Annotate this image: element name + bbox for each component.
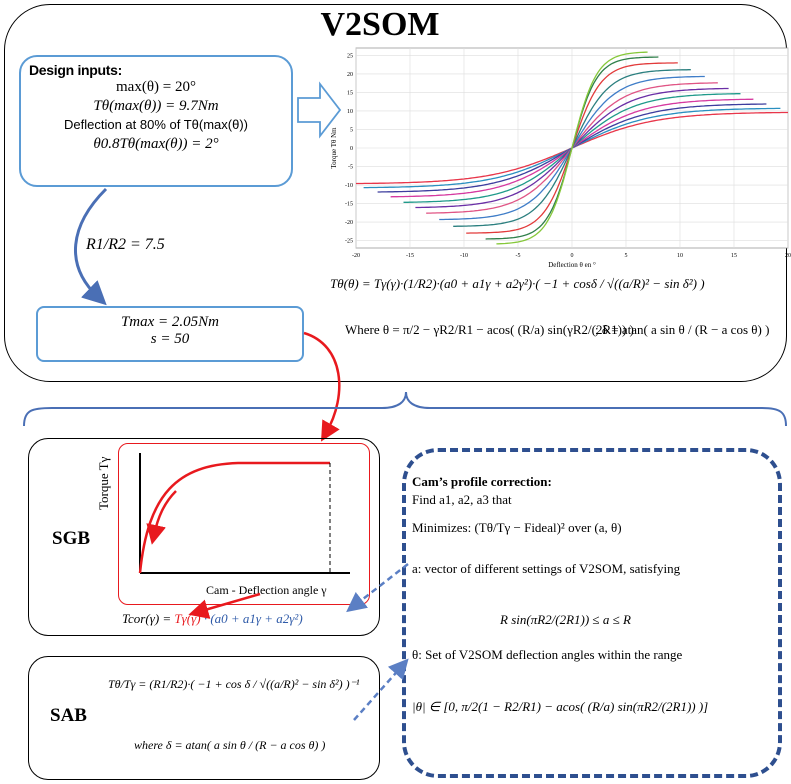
sgb-plot — [138, 453, 350, 574]
cam-title: Cam’s profile correction: — [412, 474, 552, 489]
cam-a-inequality: R sin(πR2/(2R1)) ≤ a ≤ R — [500, 612, 631, 627]
tmax-value: Tmax = 2.05Nm — [120, 314, 220, 330]
torque-chart: -20 -15 -10 -5 0 5 10 15 20 -25 -20 -15 -10 -5 0 5 10 15 2… — [330, 47, 791, 269]
formula-torque: Tθ(θ) = Tγ(γ)·(1/R2)·(a0 + a1γ + a2γ²)·(… — [330, 276, 705, 291]
x-tick-label: 15 — [731, 253, 737, 259]
sab-panel — [28, 656, 380, 780]
tmax-box: Tmax = 2.05Nm s = 50 — [36, 306, 304, 362]
x-tick-label: 20 — [785, 253, 791, 259]
cam-theta-range: |θ| ∈ [0, π/2(1 − R2/R1) − acos( (R/a) s… — [412, 699, 709, 714]
input-theta-08: θ0.8Tθ(max(θ)) = 2° — [93, 136, 219, 152]
ratio-label: R1/R2 = 7.5 — [86, 236, 165, 253]
y-tick-label: 20 — [347, 72, 353, 78]
input-torque: Tθ(max(θ)) = 9.7Nm — [93, 98, 219, 114]
x-tick-label: -20 — [352, 253, 360, 259]
chart-x-axis-label: Deflection θ en ° — [548, 261, 596, 269]
x-tick-label: -5 — [516, 253, 521, 259]
sab-where: where δ = atan( a sin θ / (R − a cos θ) … — [134, 738, 326, 752]
red-arrow-icon — [303, 331, 341, 442]
y-tick-label: -15 — [345, 202, 353, 208]
cam-correction-panel — [402, 448, 782, 778]
y-tick-label: -5 — [348, 165, 353, 171]
y-tick-label: -20 — [345, 220, 353, 226]
formula-delta: ; δ = atan( a sin θ / (R − a cos θ) ) — [595, 322, 770, 337]
sab-label: SAB — [50, 705, 87, 726]
y-tick-label: 10 — [347, 109, 353, 115]
sgb-label: SGB — [52, 528, 91, 549]
sgb-formula-torque: Tγ(γ) — [174, 611, 201, 626]
x-tick-label: -10 — [460, 253, 468, 259]
speed-ratio: s = 50 — [150, 331, 190, 347]
y-tick-label: 25 — [347, 53, 353, 59]
y-tick-label: -25 — [345, 239, 353, 245]
cam-find: Find a1, a2, a3 that — [412, 492, 512, 507]
cam-theta-desc: θ: Set of V2SOM deflection angles within… — [412, 647, 683, 662]
sgb-red-frame — [118, 443, 370, 605]
x-tick-label: -15 — [406, 253, 414, 259]
sgb-formula-prefix: Tcor(γ) = — [122, 611, 175, 626]
design-inputs-heading: Design inputs: — [29, 62, 123, 78]
input-deflection-note: Deflection at 80% of Tθ(max(θ)) — [64, 117, 248, 132]
y-tick-label: 0 — [350, 146, 353, 152]
sab-formula: Tθ/Tγ = (R1/R2)·( −1 + cos δ / √((a/R)² … — [108, 677, 360, 691]
y-tick-label: 5 — [350, 127, 353, 133]
cam-minimizes: Minimizes: (Tθ/Tγ − Fideal)² over (a, θ) — [412, 520, 622, 535]
formula-theta-where: Where θ = π/2 − γR2/R1 − acos( (R/a) sin… — [345, 322, 634, 337]
cam-a-desc: a: vector of different settings of V2SOM… — [412, 561, 681, 576]
sgb-x-axis-label: Cam - Deflection angle γ — [206, 583, 327, 597]
sgb-formula: Tcor(γ) = Tγ(γ) · (a0 + a1γ + a2γ²) — [122, 611, 303, 627]
sgb-arrow-icon — [188, 592, 261, 619]
x-tick-label: 5 — [625, 253, 628, 259]
dashed-arrows-icon — [346, 563, 409, 721]
y-tick-label: 15 — [347, 90, 353, 96]
curved-arrow-icon — [74, 187, 108, 306]
sgb-y-axis-label: Torque Tγ — [96, 456, 111, 510]
page-title: V2SOM — [320, 6, 440, 43]
chart-y-axis-label: Torque Tθ Nm — [330, 127, 338, 169]
brace-icon — [23, 391, 787, 427]
design-inputs-box: Design inputs: max(θ) = 20° Tθ(max(θ)) =… — [19, 55, 293, 187]
y-tick-label: -10 — [345, 183, 353, 189]
series-line — [496, 51, 648, 245]
sgb-panel — [28, 438, 380, 636]
sgb-formula-poly: · (a0 + a1γ + a2γ²) — [200, 611, 303, 626]
x-tick-label: 0 — [571, 253, 574, 259]
hollow-arrow-icon — [297, 81, 342, 139]
x-tick-label: 10 — [677, 253, 683, 259]
input-max-theta: max(θ) = 20° — [116, 79, 196, 95]
